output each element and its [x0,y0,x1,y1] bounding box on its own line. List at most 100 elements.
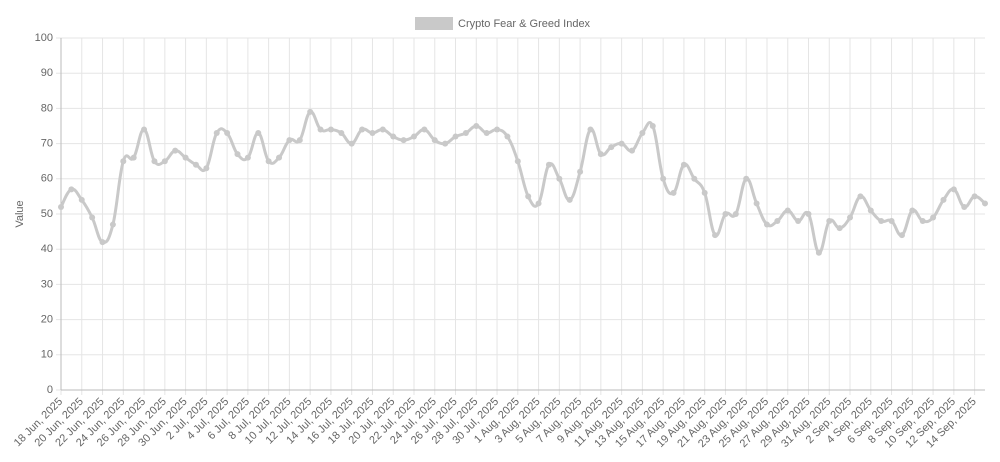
point [608,144,615,151]
y-tick-label: 70 [41,138,53,150]
y-tick-label: 50 [41,208,53,220]
point [577,168,584,175]
y-tick-label: 80 [41,102,53,114]
y-tick-label: 30 [41,278,53,290]
point [566,196,573,203]
point [743,175,750,182]
point [224,130,231,137]
point [359,126,366,133]
y-tick-label: 40 [41,243,53,255]
legend-label: Crypto Fear & Greed Index [458,18,591,30]
point [161,158,168,165]
point [836,225,843,232]
point [867,207,874,214]
point [701,189,708,196]
point [504,133,511,140]
point [535,200,542,207]
point [982,200,988,207]
point [857,193,864,200]
point [898,232,905,239]
point [587,126,594,133]
point [826,218,833,225]
point [213,130,220,137]
point [629,147,636,154]
point [618,140,625,147]
point [784,207,791,214]
point [120,158,127,165]
point [494,126,501,133]
point [338,130,345,137]
point [950,186,957,193]
point [192,161,199,168]
point [203,165,210,172]
point [317,126,324,133]
point [545,161,552,168]
point [442,140,449,147]
point [732,211,739,217]
point [307,108,314,115]
point [369,130,376,137]
point [327,126,334,133]
point [390,133,397,140]
point [462,130,469,137]
point [255,130,262,137]
point [680,161,687,168]
point [971,193,978,200]
point [348,140,355,147]
legend-swatch [415,17,453,30]
point [940,196,947,203]
point [556,175,563,182]
y-tick-label: 20 [41,314,53,326]
point [514,158,521,165]
y-axis-label: Value [14,200,26,227]
point [172,147,179,154]
y-tick-label: 0 [47,384,53,396]
point [525,193,532,200]
y-tick-label: 90 [41,67,53,79]
point [888,218,895,225]
point [78,196,85,203]
point [774,218,781,225]
point [763,221,770,228]
point [909,207,916,214]
y-tick-label: 10 [41,349,53,361]
y-tick-label: 100 [35,32,53,44]
point [421,126,428,133]
line [59,110,986,255]
point [182,154,189,161]
y-tick-label: 60 [41,173,53,185]
point [930,214,937,221]
point [639,130,646,137]
point [712,232,719,239]
point [400,137,407,144]
point [483,130,490,137]
point [805,211,812,217]
point [847,214,854,221]
point [919,218,926,225]
point [670,189,677,196]
point [244,154,251,161]
point [660,175,667,182]
point [276,154,283,161]
point [722,211,729,217]
point [431,137,438,144]
point [109,221,116,228]
point [597,151,604,158]
point [68,186,75,193]
point [452,133,459,140]
point [234,151,241,158]
point [265,158,272,165]
point [151,158,158,165]
point [296,137,303,144]
point [795,218,802,225]
point [961,203,968,210]
point [753,200,760,207]
point [691,175,698,182]
point [141,126,148,133]
point [286,137,293,144]
point [89,214,96,221]
point [878,218,885,225]
point [473,123,480,129]
point [815,249,822,256]
